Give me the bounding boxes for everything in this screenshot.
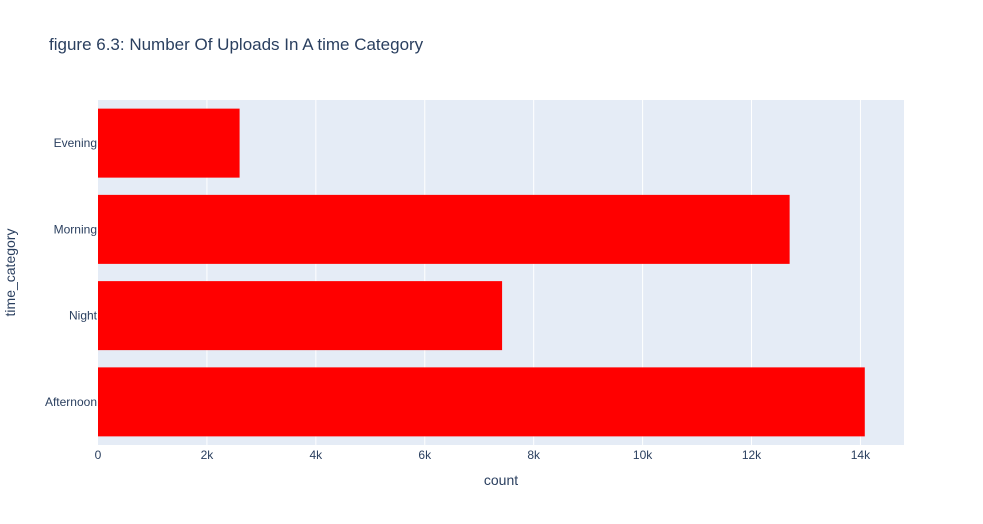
y-tick-labels: Afternoon Night Morning Evening [45,136,98,409]
y-tick-label: Evening [54,136,97,150]
x-tick-labels: 0 2k 4k 6k 8k 10k 12k 14k [95,448,871,462]
bar-night [98,281,503,351]
y-axis-title: time_category [2,229,18,317]
x-tick-label: 14k [851,448,871,462]
bar-afternoon [98,367,865,437]
bar-morning [98,194,790,264]
x-tick-label: 12k [742,448,762,462]
x-tick-label: 4k [309,448,323,462]
chart-title: figure 6.3: Number Of Uploads In A time … [49,35,424,54]
y-tick-label: Morning [54,222,97,236]
x-tick-label: 8k [527,448,541,462]
x-tick-label: 2k [201,448,215,462]
bar-evening [98,108,240,178]
y-tick-label: Afternoon [45,395,97,409]
x-axis-title: count [484,472,518,488]
x-tick-label: 10k [633,448,653,462]
x-tick-label: 0 [95,448,102,462]
y-tick-label: Night [69,309,98,323]
x-tick-label: 6k [418,448,432,462]
bars [98,108,865,437]
